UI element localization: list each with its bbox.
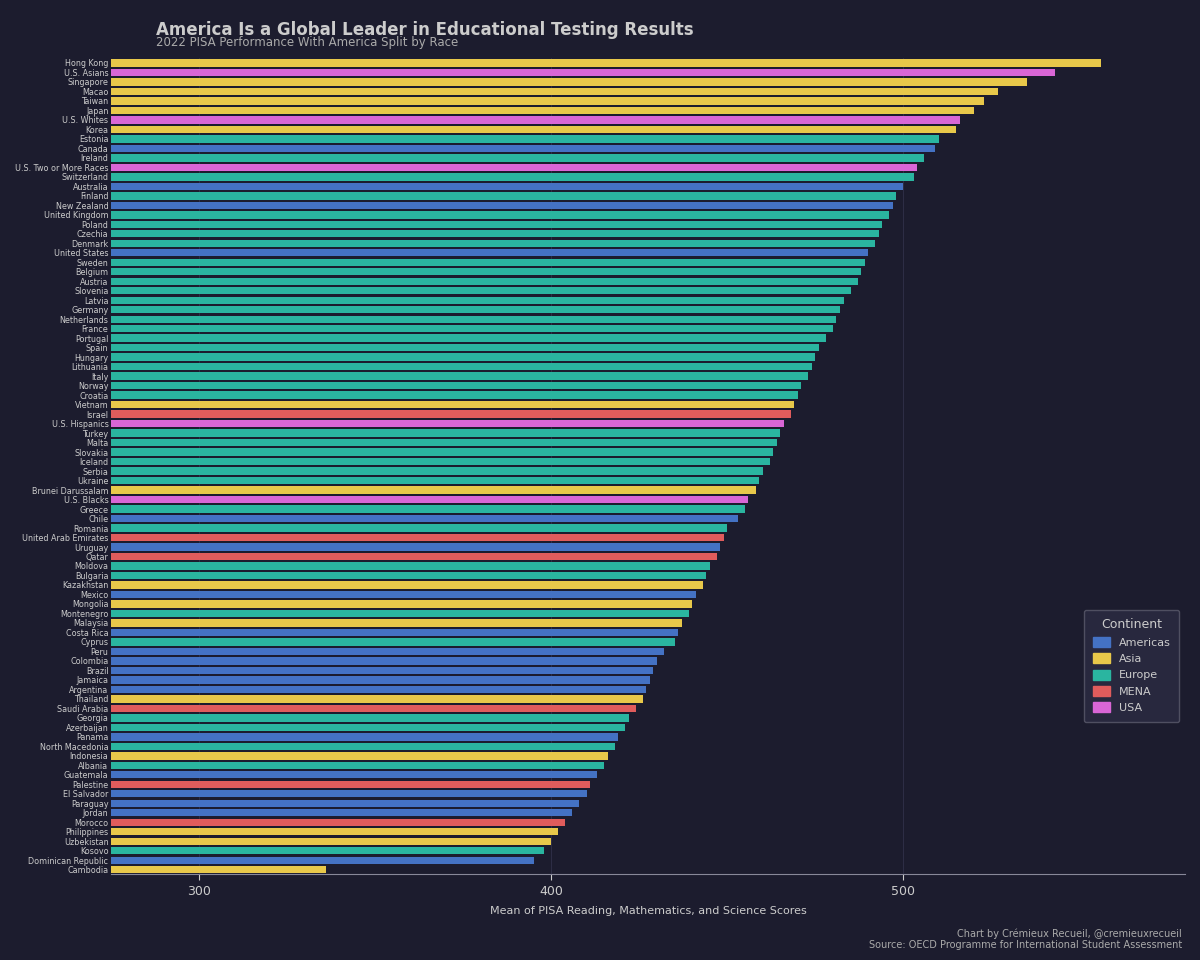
Bar bbox=[112, 211, 889, 219]
Bar bbox=[112, 439, 776, 446]
Bar bbox=[112, 420, 784, 427]
Bar bbox=[112, 800, 580, 807]
Bar bbox=[112, 790, 587, 798]
Bar bbox=[112, 60, 1100, 66]
Bar bbox=[112, 600, 692, 608]
Bar bbox=[112, 316, 836, 323]
Bar bbox=[112, 116, 960, 124]
Text: 2022 PISA Performance With America Split by Race: 2022 PISA Performance With America Split… bbox=[156, 36, 458, 49]
Bar bbox=[112, 705, 636, 712]
Bar bbox=[112, 448, 773, 456]
Bar bbox=[112, 145, 935, 152]
Bar bbox=[112, 69, 1055, 76]
Bar bbox=[112, 411, 791, 418]
Bar bbox=[112, 743, 614, 750]
Bar bbox=[112, 173, 914, 180]
Bar bbox=[112, 761, 604, 769]
Bar bbox=[112, 78, 1026, 85]
Bar bbox=[112, 809, 572, 816]
Bar bbox=[112, 97, 984, 105]
Text: Source: OECD Programme for International Student Assessment: Source: OECD Programme for International… bbox=[869, 941, 1182, 950]
Bar bbox=[112, 553, 716, 561]
Bar bbox=[112, 268, 862, 276]
Bar bbox=[112, 192, 896, 200]
Bar bbox=[112, 505, 745, 513]
X-axis label: Mean of PISA Reading, Mathematics, and Science Scores: Mean of PISA Reading, Mathematics, and S… bbox=[490, 906, 806, 916]
Bar bbox=[112, 306, 840, 313]
Bar bbox=[112, 325, 833, 332]
Bar bbox=[112, 163, 918, 171]
Legend: Americas, Asia, Europe, MENA, USA: Americas, Asia, Europe, MENA, USA bbox=[1085, 610, 1180, 722]
Bar bbox=[112, 344, 818, 351]
Bar bbox=[112, 714, 629, 722]
Bar bbox=[112, 543, 720, 551]
Bar bbox=[112, 202, 893, 209]
Bar bbox=[112, 780, 590, 788]
Bar bbox=[112, 819, 565, 826]
Bar bbox=[112, 182, 904, 190]
Bar bbox=[112, 658, 656, 664]
Bar bbox=[112, 401, 794, 408]
Bar bbox=[112, 240, 875, 247]
Bar bbox=[112, 334, 826, 342]
Bar bbox=[112, 487, 756, 493]
Text: America Is a Global Leader in Educational Testing Results: America Is a Global Leader in Educationa… bbox=[156, 21, 694, 39]
Bar bbox=[112, 676, 650, 684]
Bar bbox=[112, 733, 618, 740]
Bar bbox=[112, 515, 738, 522]
Bar bbox=[112, 87, 998, 95]
Bar bbox=[112, 155, 924, 161]
Bar bbox=[112, 666, 654, 674]
Bar bbox=[112, 249, 868, 256]
Bar bbox=[112, 524, 727, 532]
Bar bbox=[112, 107, 973, 114]
Bar bbox=[112, 581, 703, 588]
Bar bbox=[112, 695, 643, 703]
Bar bbox=[112, 297, 844, 304]
Bar bbox=[112, 847, 545, 854]
Bar bbox=[112, 363, 812, 371]
Bar bbox=[112, 458, 769, 466]
Text: Chart by Crémieux Recueil, @cremieuxrecueil: Chart by Crémieux Recueil, @cremieuxrecu… bbox=[958, 928, 1182, 939]
Bar bbox=[112, 828, 558, 835]
Bar bbox=[112, 866, 326, 874]
Bar bbox=[112, 392, 798, 398]
Bar bbox=[112, 771, 598, 779]
Bar bbox=[112, 590, 696, 598]
Bar bbox=[112, 353, 815, 361]
Bar bbox=[112, 477, 760, 484]
Bar bbox=[112, 287, 851, 295]
Bar bbox=[112, 629, 678, 636]
Bar bbox=[112, 752, 607, 759]
Bar bbox=[112, 258, 865, 266]
Bar bbox=[112, 638, 674, 646]
Bar bbox=[112, 648, 664, 655]
Bar bbox=[112, 534, 724, 541]
Bar bbox=[112, 230, 878, 237]
Bar bbox=[112, 856, 534, 864]
Bar bbox=[112, 619, 682, 627]
Bar bbox=[112, 572, 707, 579]
Bar bbox=[112, 685, 647, 693]
Bar bbox=[112, 429, 780, 437]
Bar bbox=[112, 724, 625, 731]
Bar bbox=[112, 468, 762, 475]
Bar bbox=[112, 126, 956, 133]
Bar bbox=[112, 610, 689, 617]
Bar bbox=[112, 221, 882, 228]
Bar bbox=[112, 382, 802, 390]
Bar bbox=[112, 277, 858, 285]
Bar bbox=[112, 563, 709, 569]
Bar bbox=[112, 837, 551, 845]
Bar bbox=[112, 135, 938, 143]
Bar bbox=[112, 372, 809, 380]
Bar bbox=[112, 496, 749, 503]
